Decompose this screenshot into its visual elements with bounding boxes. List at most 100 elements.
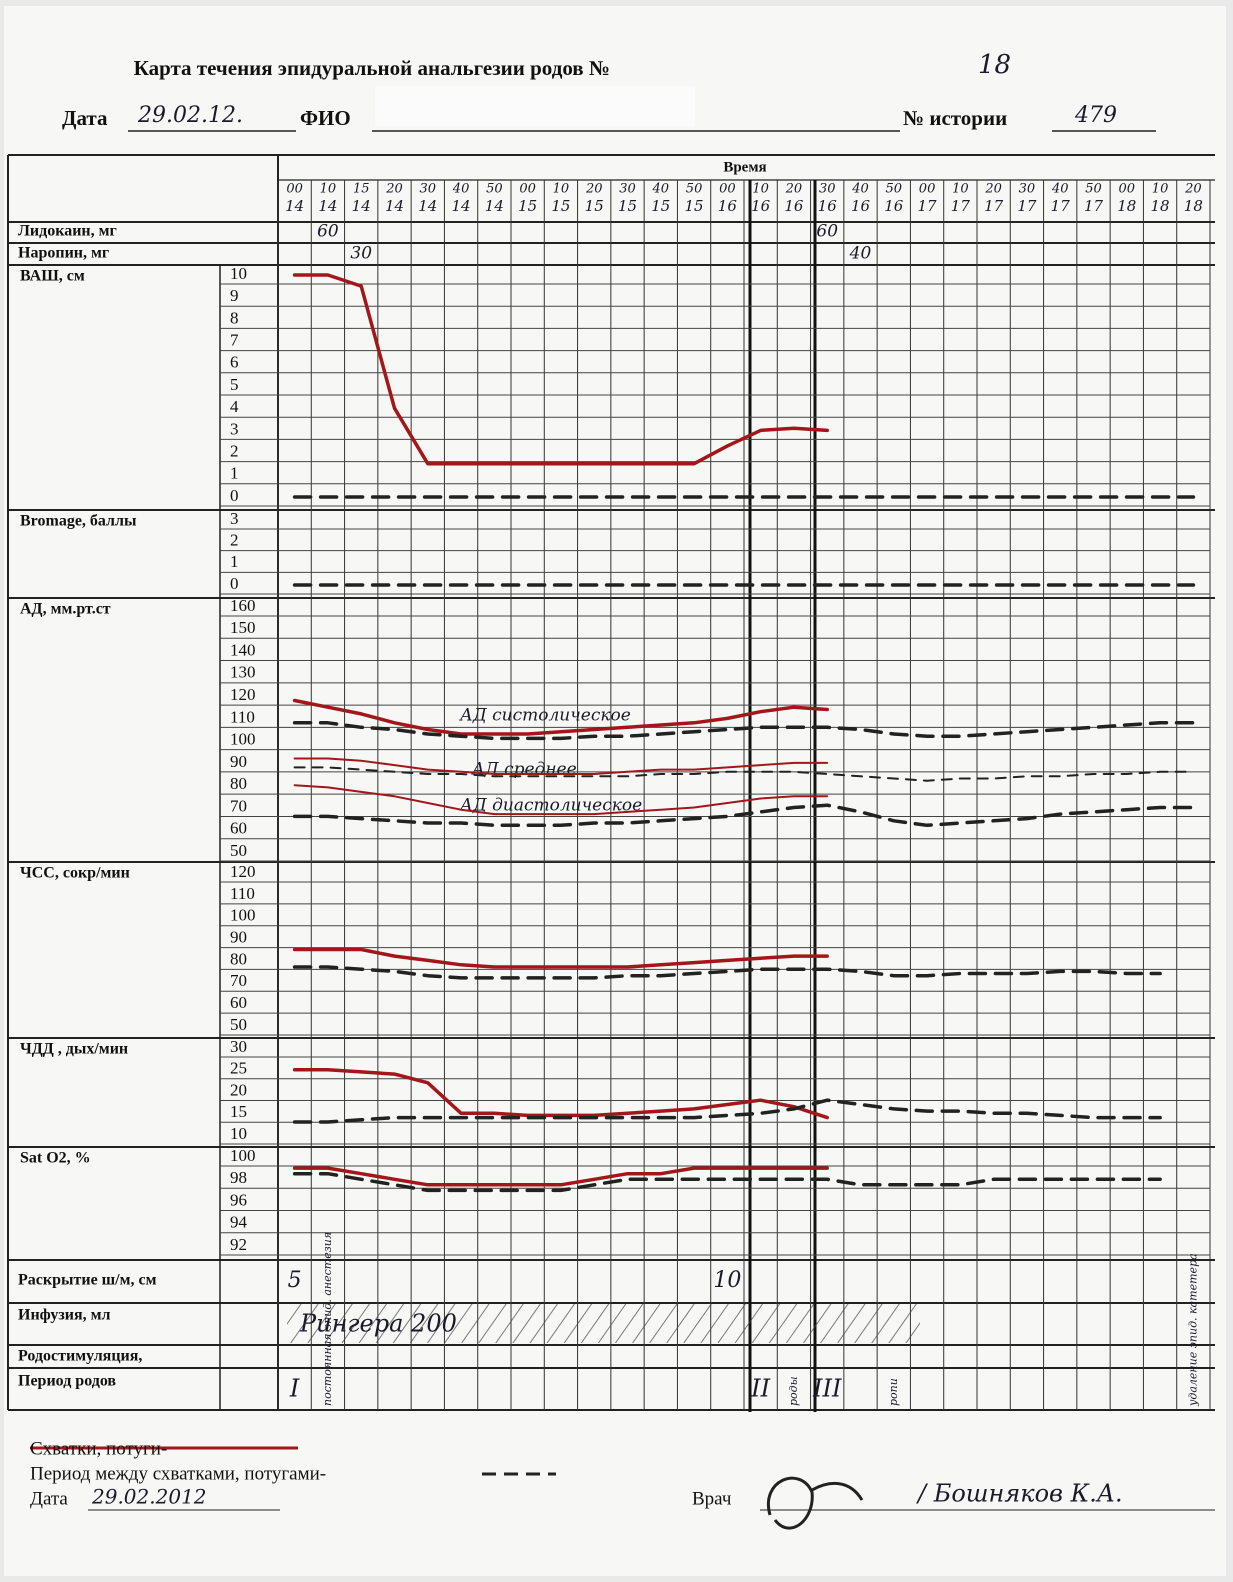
period-note: ропи	[887, 1378, 900, 1406]
time-minute: 00	[519, 182, 536, 197]
lidocaine-dose: 60	[317, 222, 339, 242]
time-hour: 16	[751, 197, 771, 215]
block-label: Sat O2, %	[20, 1150, 91, 1167]
scale-label: 1	[230, 552, 239, 571]
time-minute: 50	[1085, 182, 1102, 197]
time-hour: 14	[385, 197, 404, 215]
time-hour: 14	[452, 197, 471, 215]
scale-label: 80	[230, 774, 247, 793]
time-minute: 40	[1051, 182, 1069, 197]
scale-label: 90	[230, 927, 247, 946]
scale-label: 70	[230, 796, 247, 815]
time-minute: 00	[1119, 182, 1136, 197]
scale-label: 2	[230, 531, 239, 550]
period-note: роды	[787, 1376, 800, 1406]
time-minute: 30	[619, 182, 636, 197]
block-label: ЧДД , дых/мин	[20, 1041, 128, 1058]
name-label: ФИО	[300, 106, 351, 130]
time-minute: 20	[1184, 182, 1202, 197]
time-minute: 50	[686, 182, 703, 197]
scale-label: 20	[230, 1080, 247, 1099]
scale-label: 10	[230, 1124, 247, 1143]
time-minute: 20	[984, 182, 1002, 197]
time-minute: 30	[819, 182, 836, 197]
scale-label: 30	[230, 1037, 247, 1056]
time-hour: 16	[851, 197, 871, 215]
block-label: ВАШ, см	[20, 268, 85, 285]
time-minute: 10	[952, 182, 969, 197]
time-minute: 15	[353, 182, 370, 197]
naropin-dose: 30	[350, 244, 372, 264]
scale-label: 15	[230, 1102, 247, 1121]
date: 29.02.12.	[137, 103, 243, 128]
scale-label: 100	[230, 906, 256, 925]
annotation: АД среднее	[471, 760, 577, 780]
period-note: постоянная эпид. анестезия	[321, 1232, 334, 1406]
scale-label: 70	[230, 971, 247, 990]
time-hour: 14	[352, 197, 371, 215]
time-hour: 17	[984, 197, 1004, 215]
time-minute: 50	[886, 182, 903, 197]
legend-dashed: Период между схватками, потугами-	[30, 1463, 326, 1484]
block-label: Bromage, баллы	[20, 513, 137, 530]
form-number: 18	[978, 50, 1011, 80]
title: Карта течения эпидуральной анальгезии ро…	[134, 56, 610, 80]
time-hour: 15	[618, 197, 637, 215]
time-hour: 15	[518, 197, 537, 215]
scale-label: 120	[230, 685, 256, 704]
scale-label: 50	[230, 841, 247, 860]
scale-label: 110	[230, 707, 255, 726]
scale-label: 110	[230, 884, 255, 903]
time-hour: 16	[784, 197, 804, 215]
time-hour: 16	[884, 197, 904, 215]
scale-label: 92	[230, 1235, 247, 1254]
block-label: АД, мм.рт.ст	[20, 601, 111, 618]
scale-label: 3	[230, 419, 239, 438]
time-minute: 50	[486, 182, 503, 197]
time-minute: 40	[851, 182, 869, 197]
scale-label: 1	[230, 464, 239, 483]
row-label: Родостимуляция,	[18, 1348, 142, 1365]
time-minute: 10	[320, 182, 337, 197]
scale-label: 7	[230, 331, 239, 350]
time-hour: 15	[585, 197, 604, 215]
scale-label: 50	[230, 1015, 247, 1034]
row-label: Лидокаин, мг	[18, 223, 117, 240]
naropin-dose: 40	[849, 244, 872, 264]
scale-label: 90	[230, 752, 247, 771]
scale-label: 120	[230, 862, 256, 881]
time-hour: 16	[718, 197, 738, 215]
time-hour: 17	[1017, 197, 1037, 215]
time-hour: 17	[1051, 197, 1071, 215]
time-hour: 15	[685, 197, 704, 215]
scale-label: 25	[230, 1059, 247, 1078]
time-minute: 30	[420, 182, 437, 197]
annotation: АД систолическое	[459, 706, 631, 726]
scale-label: 0	[230, 486, 239, 505]
scale-label: 9	[230, 286, 239, 305]
footer-date: 29.02.2012	[91, 1485, 207, 1509]
history: 479	[1074, 103, 1117, 128]
scale-label: 100	[230, 730, 256, 749]
legend-solid: Схватки, потуги-	[30, 1438, 167, 1459]
scale-label: 150	[230, 618, 256, 637]
time-hour: 17	[918, 197, 938, 215]
time-hour: 17	[951, 197, 971, 215]
scale-label: 96	[230, 1190, 247, 1209]
block-label: ЧСС, сокр/мин	[20, 865, 130, 882]
scale-label: 80	[230, 949, 247, 968]
scale-label: 2	[230, 442, 239, 461]
doctor-name: / Бошняков К.А.	[916, 1480, 1123, 1508]
document: Карта течения эпидуральной анальгезии ро…	[0, 0, 1233, 1582]
scale-label: 100	[230, 1146, 256, 1165]
time-minute: 10	[752, 182, 769, 197]
scale-label: 5	[230, 375, 239, 394]
date-label: Дата	[62, 106, 108, 130]
time-hour: 14	[285, 197, 304, 215]
scale-label: 10	[230, 264, 247, 283]
time-minute: 00	[719, 182, 736, 197]
scale-label: 8	[230, 308, 239, 327]
time-hour: 15	[551, 197, 570, 215]
period-stage: I	[289, 1375, 300, 1403]
dilation-value: 10	[713, 1268, 741, 1293]
